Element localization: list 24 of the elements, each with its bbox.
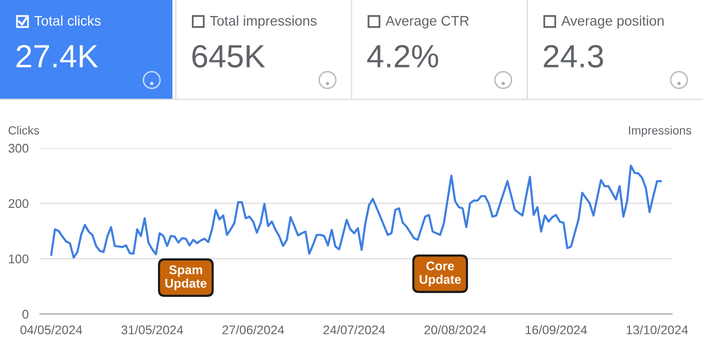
y-axis-title: Clicks: [8, 126, 40, 135]
x-tick-label: 04/05/2024: [20, 325, 82, 334]
text: 4.2%: [367, 44, 438, 68]
y-tick-label: 200: [8, 199, 28, 208]
text: Total impressions: [210, 16, 317, 28]
x-tick-label: 13/10/2024: [626, 325, 688, 334]
annotation: Spam Update: [165, 265, 207, 290]
text: 24.3: [544, 44, 604, 68]
line-series: [50, 164, 662, 259]
annotation: Core Update: [420, 262, 461, 286]
y-tick-label: 300: [8, 144, 28, 153]
x-tick-label: 24/07/2024: [323, 325, 386, 334]
text: Total clicks: [34, 16, 101, 26]
x-tick-label: 31/05/2024: [121, 325, 184, 334]
x-tick-label: 20/08/2024: [424, 325, 486, 334]
x-tick-label: 16/09/2024: [526, 325, 587, 334]
text: 27.4K: [16, 44, 98, 68]
x-tick-label: 27/06/2024: [222, 325, 284, 334]
text: Average position: [561, 16, 664, 28]
y2-axis-title: Impressions: [629, 126, 692, 137]
y-tick-label: 100: [8, 254, 28, 264]
y-tick-label: 0: [22, 310, 28, 319]
text: 645K: [192, 44, 265, 68]
text: Average CTR: [386, 16, 469, 28]
